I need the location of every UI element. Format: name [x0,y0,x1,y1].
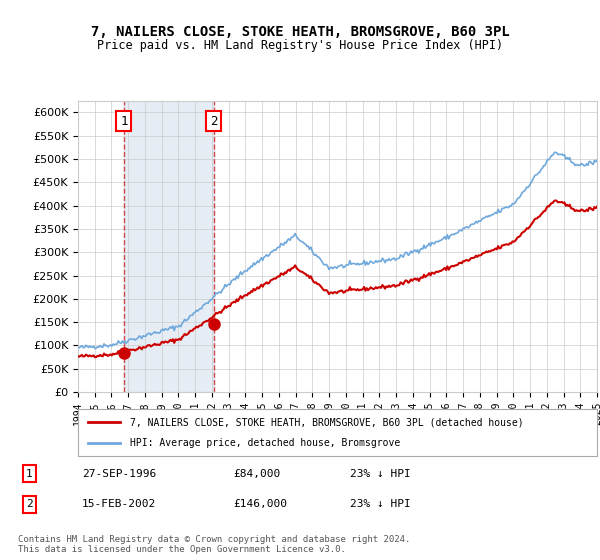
Text: 2: 2 [26,500,33,510]
Text: 7, NAILERS CLOSE, STOKE HEATH, BROMSGROVE, B60 3PL: 7, NAILERS CLOSE, STOKE HEATH, BROMSGROV… [91,25,509,39]
Text: 7, NAILERS CLOSE, STOKE HEATH, BROMSGROVE, B60 3PL (detached house): 7, NAILERS CLOSE, STOKE HEATH, BROMSGROV… [130,417,524,427]
Bar [124,101,214,392]
Text: HPI: Average price, detached house, Bromsgrove: HPI: Average price, detached house, Brom… [130,438,400,448]
Text: Price paid vs. HM Land Registry's House Price Index (HPI): Price paid vs. HM Land Registry's House … [97,39,503,52]
Text: £146,000: £146,000 [233,500,287,510]
Text: Contains HM Land Registry data © Crown copyright and database right 2024.
This d: Contains HM Land Registry data © Crown c… [18,535,410,554]
Text: 2: 2 [210,115,218,128]
Bar [78,101,86,392]
Text: 1: 1 [26,469,33,479]
Text: 15-FEB-2002: 15-FEB-2002 [82,500,156,510]
Text: 23% ↓ HPI: 23% ↓ HPI [350,469,410,479]
Text: 27-SEP-1996: 27-SEP-1996 [82,469,156,479]
Text: 23% ↓ HPI: 23% ↓ HPI [350,500,410,510]
Text: 1: 1 [120,115,128,128]
Text: £84,000: £84,000 [233,469,280,479]
